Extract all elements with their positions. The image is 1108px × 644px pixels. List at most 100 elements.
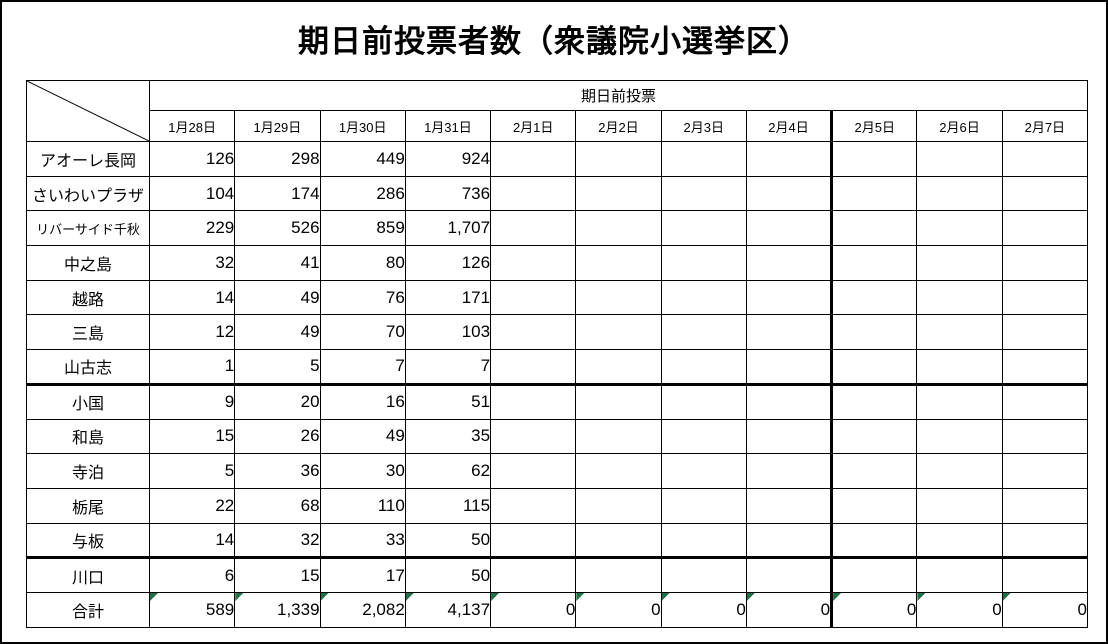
cell-value: 4,137 bbox=[404, 591, 492, 628]
cell-value bbox=[831, 141, 918, 177]
cell-value bbox=[831, 418, 918, 455]
cell-value: 0 bbox=[745, 591, 834, 628]
cell-value bbox=[1001, 383, 1089, 420]
cell-value bbox=[660, 557, 747, 593]
date-header: 2月4日 bbox=[745, 110, 834, 142]
cell-value: 110 bbox=[319, 487, 406, 524]
cell-text: 0 bbox=[736, 599, 746, 619]
cell-value bbox=[575, 175, 662, 212]
cell-value: 22 bbox=[148, 487, 236, 524]
cell-value: 14 bbox=[148, 279, 236, 316]
date-header-row: 1月28日 1月29日 1月30日 1月31日 2月1日 2月2日 2月3日 2月4日 2月5日… bbox=[27, 110, 1089, 142]
cell-value bbox=[745, 557, 834, 593]
cell-value bbox=[660, 453, 747, 489]
cell-text: 4,137 bbox=[447, 599, 491, 619]
cell-value: 36 bbox=[234, 453, 321, 489]
cell-value: 9 bbox=[148, 383, 236, 420]
group-header: 期日前投票 bbox=[149, 80, 1088, 111]
error-indicator-icon bbox=[747, 593, 755, 601]
error-indicator-icon bbox=[1003, 593, 1011, 601]
cell-value: 17 bbox=[319, 557, 406, 593]
cell-value bbox=[745, 453, 834, 489]
date-header: 2月2日 bbox=[575, 110, 662, 142]
table-row: 栃尾 22 68 110 115 bbox=[26, 487, 1089, 524]
cell-value bbox=[490, 557, 577, 593]
cell-value: 736 bbox=[404, 175, 492, 212]
cell-value: 49 bbox=[234, 279, 321, 316]
cell-value bbox=[490, 418, 577, 455]
cell-value bbox=[660, 141, 747, 177]
date-header: 1月31日 bbox=[404, 110, 492, 142]
cell-value: 126 bbox=[404, 245, 492, 281]
row-label: さいわいプラザ bbox=[26, 175, 150, 212]
cell-value: 20 bbox=[234, 383, 321, 420]
table-row: 越路 14 49 76 171 bbox=[26, 279, 1089, 316]
row-label: 中之島 bbox=[26, 245, 150, 281]
cell-value: 35 bbox=[404, 418, 492, 455]
cell-value: 62 bbox=[404, 453, 492, 489]
cell-text: 0 bbox=[1077, 599, 1087, 619]
cell-value: 174 bbox=[234, 175, 321, 212]
cell-value bbox=[575, 453, 662, 489]
cell-value bbox=[660, 314, 747, 351]
date-header: 2月6日 bbox=[916, 110, 1003, 142]
date-header: 2月3日 bbox=[660, 110, 747, 142]
cell-value bbox=[831, 522, 918, 560]
cell-value bbox=[490, 349, 577, 386]
row-label: リバーサイド千秋 bbox=[26, 210, 150, 247]
row-label: 越路 bbox=[26, 279, 150, 316]
cell-value: 5 bbox=[148, 453, 236, 489]
cell-text: 0 bbox=[906, 599, 917, 619]
cell-value: 1 bbox=[148, 349, 236, 386]
cell-value: 298 bbox=[234, 141, 321, 177]
cell-text: 2,082 bbox=[362, 599, 405, 619]
cell-value: 103 bbox=[404, 314, 492, 351]
table-body: アオーレ長岡 126 298 449 924 さいわいプラザ 104 174 286 736 リバー… bbox=[26, 141, 1089, 628]
cell-value: 104 bbox=[148, 175, 236, 212]
cell-value bbox=[660, 279, 747, 316]
cell-value bbox=[831, 245, 918, 281]
row-label: 合計 bbox=[26, 591, 150, 628]
cell-value bbox=[745, 314, 834, 351]
cell-value: 6 bbox=[148, 557, 236, 593]
error-indicator-icon bbox=[150, 593, 158, 601]
cell-text: 589 bbox=[205, 599, 235, 619]
table-row: さいわいプラザ 104 174 286 736 bbox=[26, 175, 1089, 212]
date-header: 1月28日 bbox=[148, 110, 236, 142]
cell-value bbox=[575, 141, 662, 177]
row-label: 寺泊 bbox=[26, 453, 150, 489]
cell-value bbox=[575, 279, 662, 316]
error-indicator-icon bbox=[576, 593, 585, 601]
cell-value bbox=[916, 279, 1003, 316]
cell-value: 80 bbox=[319, 245, 406, 281]
total-row: 合計 589 1,339 2,082 4,137 0 0 0 0 0 0 0 bbox=[26, 591, 1089, 628]
cell-value bbox=[1001, 175, 1089, 212]
cell-value: 7 bbox=[404, 349, 492, 386]
cell-value: 859 bbox=[319, 210, 406, 247]
page-title: 期日前投票者数（衆議院小選挙区） bbox=[298, 24, 810, 59]
cell-value bbox=[916, 314, 1003, 351]
cell-value bbox=[1001, 279, 1089, 316]
cell-value bbox=[1001, 245, 1089, 281]
cell-value bbox=[575, 557, 662, 593]
table-row: 寺泊 5 36 30 62 bbox=[26, 453, 1089, 489]
cell-value: 449 bbox=[319, 141, 406, 177]
cell-value: 68 bbox=[234, 487, 321, 524]
table-row: 与板 14 32 33 50 bbox=[26, 522, 1089, 560]
cell-value bbox=[575, 245, 662, 281]
cell-value: 15 bbox=[148, 418, 236, 455]
cell-value bbox=[660, 245, 747, 281]
cell-value: 32 bbox=[148, 245, 236, 281]
cell-value: 41 bbox=[234, 245, 321, 281]
cell-value: 49 bbox=[319, 418, 406, 455]
cell-value: 51 bbox=[404, 383, 492, 420]
cell-value: 0 bbox=[831, 591, 918, 628]
cell-value: 0 bbox=[660, 591, 747, 628]
cell-value bbox=[575, 487, 662, 524]
cell-value bbox=[660, 522, 747, 560]
cell-value bbox=[490, 210, 577, 247]
date-header: 1月30日 bbox=[319, 110, 406, 142]
cell-value bbox=[916, 141, 1003, 177]
cell-value bbox=[745, 349, 834, 386]
cell-value: 7 bbox=[319, 349, 406, 386]
